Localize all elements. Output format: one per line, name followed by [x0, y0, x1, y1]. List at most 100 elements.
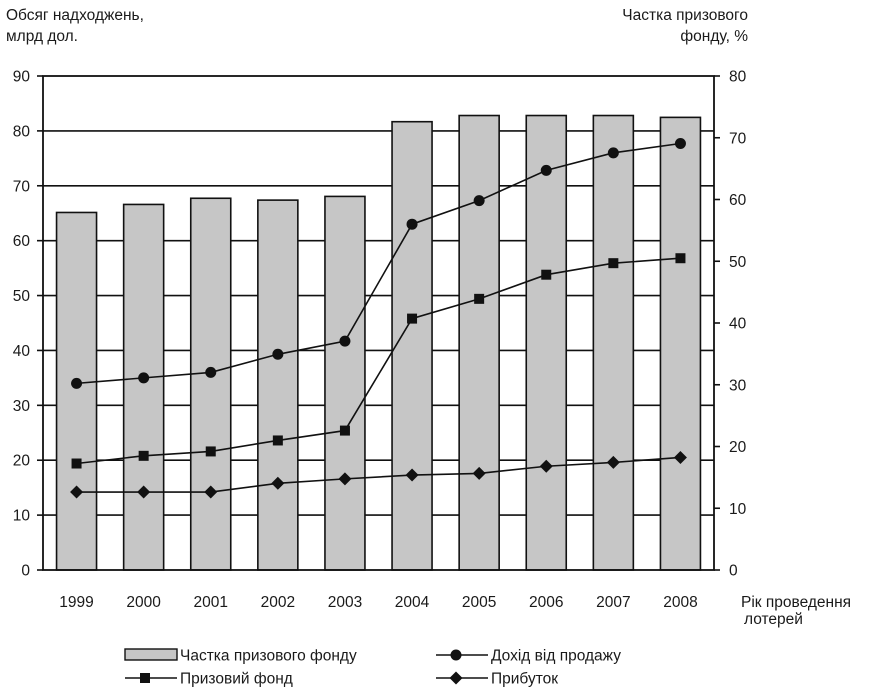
data-point [138, 372, 150, 384]
x-tick-label: 2002 [261, 594, 295, 611]
x-axis-ticks: 1999 2000 2001 2002 2003 2004 2005 2006 2007 2008 [59, 594, 697, 611]
data-point [407, 313, 418, 324]
right-tick-label: 0 [729, 563, 738, 580]
x-tick-label: 2003 [328, 594, 362, 611]
data-point [138, 450, 149, 461]
right-tick-label: 20 [729, 439, 747, 456]
x-tick-label: 2006 [529, 594, 563, 611]
data-point [71, 377, 83, 389]
data-point [675, 253, 686, 264]
bar [525, 114, 568, 571]
right-axis-title-line: фонду, % [680, 28, 748, 45]
bar [55, 211, 98, 571]
left-axis-title: Обсяг надходжень, млрд дол. [6, 7, 144, 45]
data-point [541, 269, 552, 280]
bar [592, 114, 635, 571]
data-point [137, 485, 151, 499]
x-tick-label: 2007 [596, 594, 630, 611]
right-tick-label: 70 [729, 130, 747, 147]
bar [324, 195, 366, 571]
left-tick-label: 0 [21, 563, 30, 580]
data-point [338, 472, 352, 486]
right-tick-label: 60 [729, 192, 747, 209]
data-point [204, 485, 218, 499]
right-tick-label: 30 [729, 377, 747, 394]
data-point [673, 450, 687, 464]
right-axis-ticks: 0 10 20 30 40 50 60 70 80 [714, 69, 747, 580]
bar [122, 203, 165, 571]
legend-marker [449, 671, 463, 685]
right-tick-label: 10 [729, 501, 747, 518]
legend-marker [450, 649, 462, 661]
legend-label: Прибуток [491, 671, 558, 688]
legend-item: Прибуток [436, 671, 558, 688]
data-point [608, 258, 619, 269]
legend-item: Частка призового фонду [124, 648, 357, 665]
data-point [474, 293, 485, 304]
right-tick-label: 80 [729, 69, 747, 86]
left-tick-label: 70 [13, 178, 31, 195]
left-tick-label: 60 [13, 233, 31, 250]
x-tick-label: 2000 [126, 594, 161, 611]
data-point [539, 459, 553, 473]
bar [659, 116, 702, 571]
x-axis-title-line: лотерей [744, 611, 803, 628]
legend-item: Дохід від продажу [436, 648, 621, 665]
left-axis-ticks: 0 10 20 30 40 50 60 70 80 90 [13, 69, 43, 580]
legend-swatch [124, 648, 178, 661]
data-point [272, 435, 283, 446]
data-point [71, 458, 82, 469]
right-axis-title: Частка призового фонду, % [622, 7, 748, 45]
right-axis-title-line: Частка призового [622, 7, 748, 24]
bar [189, 197, 232, 571]
series-circle [71, 138, 686, 389]
left-tick-label: 80 [13, 123, 31, 140]
right-tick-label: 40 [729, 316, 747, 333]
series-square [71, 253, 686, 469]
x-tick-label: 1999 [59, 594, 93, 611]
legend-item: Призовий фонд [125, 671, 293, 688]
x-tick-label: 2004 [395, 594, 430, 611]
series-line [76, 142, 681, 385]
data-point [674, 138, 686, 150]
legend: Частка призового фонду Дохід від продажу П… [124, 648, 621, 688]
series-diamond [70, 450, 687, 499]
x-axis-title-line: Рік проведення [741, 594, 851, 611]
data-point [205, 366, 217, 378]
left-tick-label: 90 [13, 69, 31, 86]
data-point [339, 335, 351, 347]
data-point [472, 466, 486, 480]
data-point [205, 446, 216, 457]
bar [458, 114, 500, 571]
legend-label: Частка призового фонду [180, 648, 357, 665]
x-tick-label: 2008 [663, 594, 697, 611]
left-tick-label: 30 [13, 398, 31, 415]
left-axis-title-line: млрд дол. [6, 28, 78, 45]
data-point [606, 455, 620, 469]
x-tick-label: 2001 [194, 594, 228, 611]
right-tick-label: 50 [729, 254, 747, 271]
bar [391, 120, 433, 571]
x-tick-label: 2005 [462, 594, 496, 611]
data-point [271, 476, 285, 490]
series-lines [70, 138, 687, 499]
data-point [473, 195, 485, 207]
data-point [607, 147, 619, 159]
data-point [339, 425, 350, 436]
data-point [272, 348, 284, 360]
legend-label: Дохід від продажу [491, 648, 621, 665]
legend-label: Призовий фонд [180, 671, 293, 688]
bar [257, 199, 299, 571]
left-tick-label: 10 [13, 508, 31, 525]
left-tick-label: 20 [13, 453, 31, 470]
series-line [76, 257, 681, 465]
data-point [70, 485, 84, 499]
data-point [540, 164, 552, 176]
left-tick-label: 50 [13, 288, 31, 305]
left-tick-label: 40 [13, 343, 31, 360]
left-axis-title-line: Обсяг надходжень, [6, 7, 144, 24]
series-line [76, 456, 681, 493]
data-point [406, 218, 418, 230]
